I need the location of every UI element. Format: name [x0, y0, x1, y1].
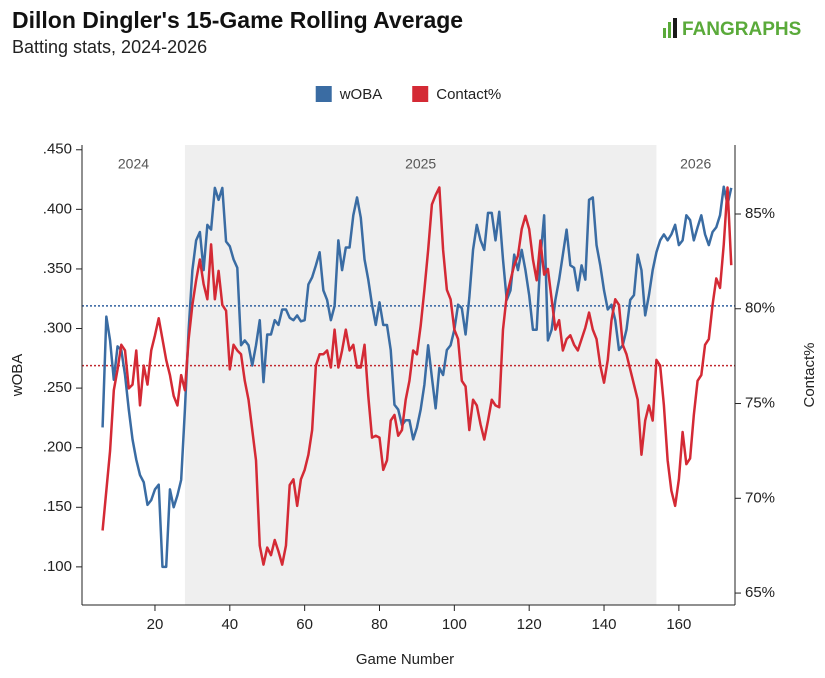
- y-tick-label: .200: [43, 439, 72, 456]
- y-tick-label: .150: [43, 498, 72, 515]
- legend-label: Contact%: [436, 86, 501, 103]
- season-label: 2026: [680, 156, 711, 172]
- y2-tick-label: 85%: [745, 205, 775, 222]
- logo-bar: [663, 28, 666, 38]
- y2-tick-label: 70%: [745, 489, 775, 506]
- x-tick-label: 140: [592, 616, 617, 633]
- chart-subtitle: Batting stats, 2024-2026: [12, 37, 207, 57]
- logo-bar: [668, 22, 671, 38]
- logo-text: FANGRAPHS: [682, 19, 801, 40]
- legend-swatch: [315, 86, 332, 102]
- season-shade: [184, 145, 657, 605]
- y-tick-label: .350: [43, 260, 72, 277]
- y-tick-label: .400: [43, 200, 72, 217]
- y-tick-label: .100: [43, 558, 72, 575]
- x-tick-label: 20: [147, 616, 164, 633]
- series-line: [101, 186, 733, 566]
- y2-tick-label: 65%: [745, 584, 775, 601]
- x-axis-label: Game Number: [356, 651, 454, 668]
- x-tick-label: 40: [221, 616, 238, 633]
- legend-label: wOBA: [339, 86, 383, 103]
- y2-axis-label: Contact%: [801, 342, 818, 407]
- season-label: 2025: [405, 156, 436, 172]
- x-tick-label: 100: [442, 616, 467, 633]
- x-tick-label: 60: [296, 616, 313, 633]
- y-axis-label: wOBA: [9, 354, 26, 398]
- logo: FANGRAPHS: [663, 18, 801, 40]
- y-tick-label: .250: [43, 379, 72, 396]
- x-tick-label: 80: [371, 616, 388, 633]
- x-tick-label: 160: [666, 616, 691, 633]
- y-tick-label: .450: [43, 141, 72, 158]
- x-tick-label: 120: [517, 616, 542, 633]
- chart-title: Dillon Dingler's 15-Game Rolling Average: [12, 7, 463, 33]
- series-line: [101, 185, 733, 569]
- legend-swatch: [412, 86, 429, 102]
- legend: wOBA Contact%: [315, 86, 501, 103]
- logo-bar: [673, 18, 677, 38]
- y2-tick-label: 75%: [745, 394, 775, 411]
- y-tick-label: .300: [43, 319, 72, 336]
- y2-tick-label: 80%: [745, 300, 775, 317]
- season-label: 2024: [118, 156, 149, 172]
